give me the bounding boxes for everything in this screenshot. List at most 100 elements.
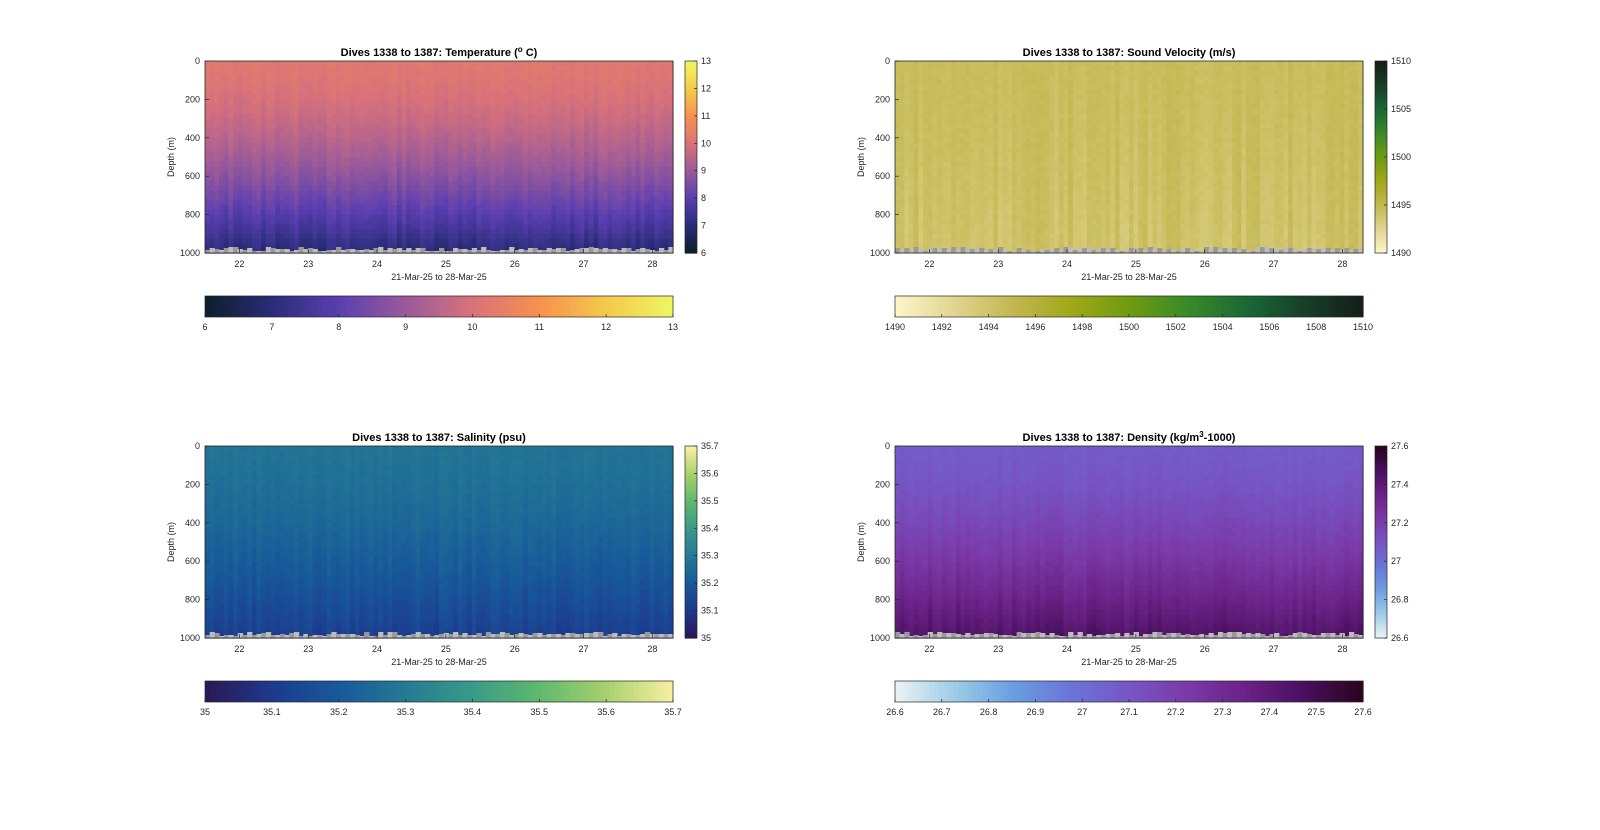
heatmap-cell: [509, 65, 515, 72]
heatmap-cell: [476, 152, 482, 158]
heatmap-cell: [279, 89, 286, 96]
heatmap-cell: [434, 205, 440, 211]
heatmap-cell: [937, 238, 943, 244]
heatmap-cell: [256, 137, 262, 144]
heatmap-cell: [331, 161, 337, 168]
heatmap-cell: [322, 61, 328, 67]
heatmap-cell: [960, 195, 966, 201]
heatmap-cell: [654, 75, 660, 81]
heatmap-cell: [312, 142, 318, 148]
heatmap-cell: [918, 113, 924, 120]
heatmap-cell: [904, 200, 910, 206]
heatmap-cell: [537, 147, 543, 153]
heatmap-cell: [895, 233, 901, 240]
heatmap-cell: [471, 123, 478, 129]
heatmap-cell: [251, 190, 258, 196]
heatmap-cell: [644, 176, 651, 182]
heatmap-cell: [467, 75, 473, 81]
heatmap-cell: [658, 113, 665, 120]
heatmap-cell: [410, 89, 417, 96]
heatmap-cell: [378, 65, 384, 72]
heatmap-cell: [640, 99, 646, 105]
missing-data-cell: [541, 250, 548, 253]
heatmap-cell: [214, 113, 220, 120]
heatmap-cell: [635, 137, 641, 144]
colorbar-vertical-cell: [685, 100, 697, 104]
heatmap-cell: [279, 157, 286, 163]
heatmap-cell: [635, 142, 641, 148]
heatmap-cell: [453, 185, 459, 192]
heatmap-cell: [481, 200, 487, 206]
heatmap-cell: [640, 176, 646, 182]
heatmap-cell: [265, 181, 272, 187]
heatmap-cell: [602, 190, 609, 196]
heatmap-cell: [923, 190, 929, 196]
heatmap-cell: [251, 205, 258, 211]
heatmap-cell: [453, 104, 459, 110]
heatmap-cell: [532, 89, 538, 96]
heatmap-cell: [457, 137, 463, 144]
heatmap-cell: [918, 109, 924, 115]
heatmap-cell: [345, 176, 351, 182]
heatmap-cell: [937, 128, 943, 134]
heatmap-cell: [242, 128, 248, 134]
heatmap-cell: [223, 161, 229, 168]
heatmap-cell: [909, 152, 915, 158]
heatmap-cell: [602, 128, 609, 134]
heatmap-cell: [359, 209, 365, 216]
heatmap-cell: [293, 171, 300, 177]
colorbar-horizontal-cell: [541, 296, 547, 317]
heatmap-cell: [251, 185, 258, 192]
heatmap-cell: [251, 94, 258, 100]
heatmap-cell: [584, 214, 590, 220]
heatmap-cell: [612, 99, 618, 105]
heatmap-cell: [345, 209, 351, 216]
heatmap-cell: [602, 94, 609, 100]
heatmap-cell: [261, 209, 267, 216]
heatmap-cell: [509, 123, 515, 129]
heatmap-cell: [415, 123, 421, 129]
heatmap-cell: [364, 233, 370, 240]
heatmap-cell: [584, 147, 590, 153]
heatmap-cell: [951, 137, 957, 144]
heatmap-cell: [565, 128, 571, 134]
heatmap-cell: [223, 200, 229, 206]
heatmap-cell: [373, 214, 379, 220]
heatmap-cell: [289, 181, 295, 187]
colorbar-horizontal-cell: [521, 296, 528, 317]
heatmap-cell: [303, 85, 309, 91]
heatmap-cell: [368, 195, 375, 201]
missing-data-cell: [214, 249, 220, 253]
heatmap-cell: [275, 166, 281, 172]
heatmap-cell: [382, 89, 389, 96]
heatmap-cell: [923, 89, 929, 96]
heatmap-cell: [523, 147, 529, 153]
heatmap-cell: [317, 75, 323, 81]
colorbar-vertical-label: 11: [701, 111, 710, 121]
heatmap-cell: [471, 61, 478, 67]
heatmap-cell: [396, 104, 403, 110]
heatmap-cell: [588, 176, 595, 182]
heatmap-cell: [518, 152, 524, 158]
heatmap-cell: [932, 157, 938, 163]
heatmap-cell: [904, 85, 910, 91]
heatmap-cell: [298, 70, 304, 76]
heatmap-cell: [214, 181, 220, 187]
heatmap-cell: [668, 229, 674, 235]
heatmap-cell: [317, 195, 323, 201]
heatmap-cell: [378, 118, 384, 124]
heatmap-cell: [293, 85, 300, 91]
heatmap-cell: [289, 176, 295, 182]
heatmap-cell: [424, 200, 431, 206]
heatmap-cell: [317, 229, 323, 235]
heatmap-cell: [490, 181, 496, 187]
heatmap-cell: [965, 185, 971, 192]
heatmap-cell: [649, 75, 655, 81]
missing-data-cell: [350, 249, 356, 253]
heatmap-cell: [364, 113, 370, 120]
heatmap-cell: [429, 219, 435, 225]
heatmap-cell: [261, 89, 267, 96]
heatmap-cell: [588, 200, 595, 206]
colorbar-vertical-cell: [685, 187, 697, 191]
y-tick-label: 0: [195, 56, 200, 66]
